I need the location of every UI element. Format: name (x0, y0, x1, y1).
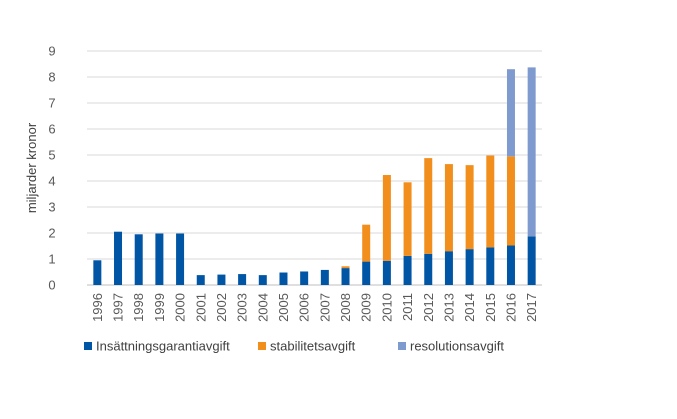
bar-insättningsgarantiavgift-2006 (300, 271, 309, 285)
x-tick-label: 2001 (193, 293, 208, 322)
bar-insättningsgarantiavgift-2003 (238, 274, 247, 285)
bar-insättningsgarantiavgift-2012 (424, 253, 433, 285)
bar-insättningsgarantiavgift-2008 (341, 268, 350, 285)
bar-stabilitetsavgift-2014 (465, 165, 474, 250)
bar-insättningsgarantiavgift-2013 (444, 251, 453, 285)
x-tick-label: 2004 (255, 293, 270, 322)
x-tick-label: 1997 (111, 293, 126, 322)
bar-stabilitetsavgift-2016 (506, 156, 515, 246)
y-tick-label: 4 (48, 174, 55, 189)
legend-swatch (258, 342, 266, 350)
bar-insättningsgarantiavgift-2005 (279, 272, 288, 285)
x-tick-label: 2016 (503, 293, 518, 322)
bar-insättningsgarantiavgift-2011 (403, 255, 412, 285)
bar-insättningsgarantiavgift-2014 (465, 249, 474, 285)
x-tick-label: 2000 (173, 293, 188, 322)
bar-stabilitetsavgift-2008 (341, 266, 350, 269)
x-tick-label: 2015 (483, 293, 498, 322)
bar-stabilitetsavgift-2009 (362, 224, 371, 262)
legend-swatch (84, 342, 92, 350)
bar-insättningsgarantiavgift-2015 (486, 247, 495, 285)
bar-insättningsgarantiavgift-1998 (134, 234, 143, 285)
bar-insättningsgarantiavgift-1999 (155, 233, 164, 285)
y-tick-label: 2 (48, 226, 55, 241)
x-tick-label: 2009 (359, 293, 374, 322)
x-tick-label: 2013 (441, 293, 456, 322)
x-tick-label: 2011 (400, 293, 415, 321)
x-tick-label: 2008 (338, 293, 353, 322)
y-tick-label: 9 (48, 44, 55, 59)
bar-insättningsgarantiavgift-2000 (176, 233, 185, 285)
bar-insättningsgarantiavgift-2010 (382, 260, 391, 285)
x-tick-label: 2005 (276, 293, 291, 322)
y-tick-label: 6 (48, 122, 55, 137)
x-tick-label: 1996 (90, 293, 105, 322)
y-tick-label: 1 (48, 252, 55, 267)
x-tick-label: 2002 (214, 293, 229, 322)
y-tick-label: 3 (48, 200, 55, 215)
legend-swatch (398, 342, 406, 350)
x-tick-label: 2014 (462, 293, 477, 322)
y-axis-title: miljarder kronor (24, 122, 39, 213)
bar-insättningsgarantiavgift-2002 (217, 274, 226, 285)
x-tick-label: 2012 (421, 293, 436, 322)
legend: Insättningsgarantiavgift stabilitetsavgif… (84, 339, 504, 354)
gridlines (87, 50, 542, 286)
bar-insättningsgarantiavgift-2017 (527, 236, 536, 285)
bar-stabilitetsavgift-2015 (486, 155, 495, 248)
x-tick-label: 2007 (317, 293, 332, 322)
x-tick-labels: 1996 1997 1998 1999 2000 2001 2002 2003 2004 2005… (90, 293, 539, 322)
bar-insättningsgarantiavgift-1996 (93, 260, 102, 285)
legend-label: stabilitetsavgift (270, 339, 356, 354)
bar-insättningsgarantiavgift-2016 (506, 245, 515, 285)
x-tick-label: 2006 (297, 293, 312, 322)
x-tick-label: 1999 (152, 293, 167, 322)
bar-stabilitetsavgift-2013 (444, 164, 453, 252)
bar-insättningsgarantiavgift-2001 (196, 275, 205, 285)
legend-label: Insättningsgarantiavgift (96, 339, 230, 354)
y-tick-label: 0 (48, 278, 55, 293)
x-tick-label: 2017 (524, 293, 539, 322)
x-tick-label: 2010 (379, 293, 394, 322)
bar-insättningsgarantiavgift-1997 (114, 231, 123, 285)
bar-insättningsgarantiavgift-2004 (258, 275, 267, 285)
bars (93, 67, 536, 285)
bar-stabilitetsavgift-2012 (424, 158, 433, 254)
bar-stabilitetsavgift-2010 (382, 175, 391, 261)
x-tick-label: 2003 (235, 293, 250, 322)
y-tick-label: 8 (48, 70, 55, 85)
y-tick-label: 7 (48, 96, 55, 111)
bar-insättningsgarantiavgift-2007 (320, 269, 329, 285)
bar-insättningsgarantiavgift-2009 (362, 261, 371, 285)
y-tick-label: 5 (48, 148, 55, 163)
bar-resolutionsavgift-2016 (506, 69, 515, 157)
bar-resolutionsavgift-2017 (527, 67, 536, 237)
bar-stabilitetsavgift-2011 (403, 182, 412, 256)
legend-label: resolutionsavgift (410, 339, 504, 354)
y-tick-labels: 0 1 2 3 4 5 6 7 8 9 (48, 44, 55, 293)
x-tick-label: 1998 (131, 293, 146, 322)
